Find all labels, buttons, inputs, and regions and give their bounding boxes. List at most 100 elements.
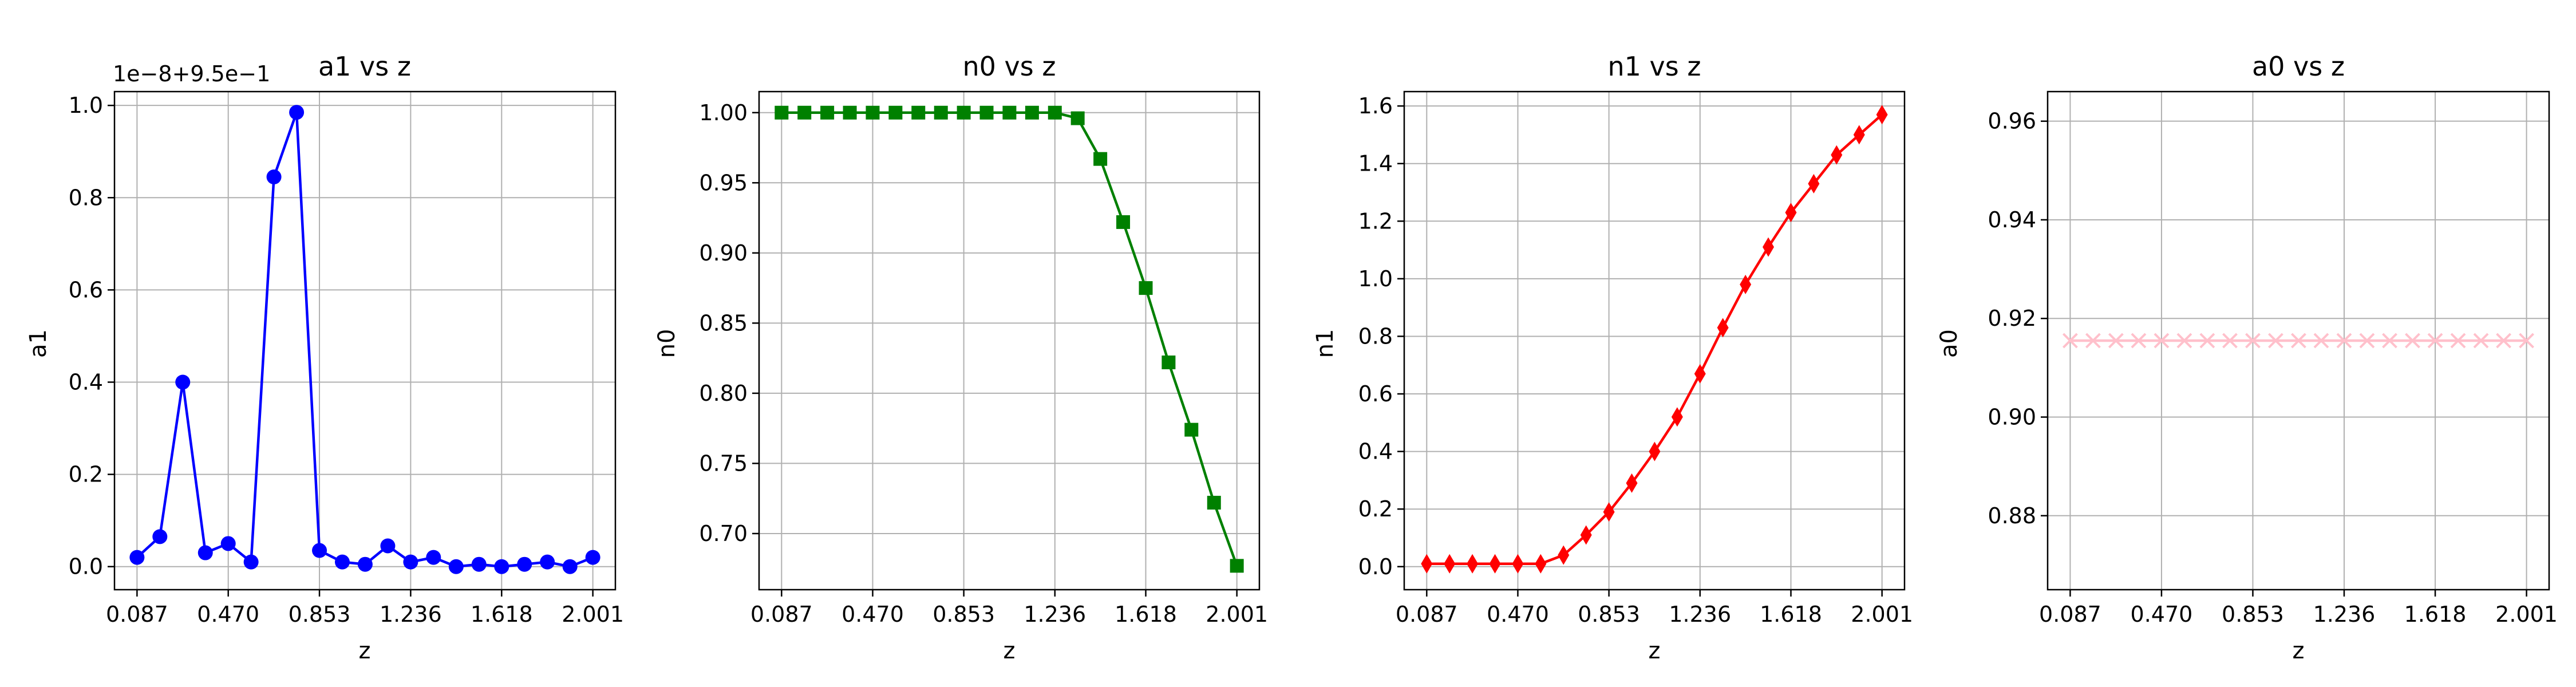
x-tick-label: 0.470 — [841, 602, 904, 627]
y-tick-label: 0.8 — [1358, 323, 1393, 349]
data-point — [2131, 333, 2147, 349]
data-point — [2085, 333, 2101, 349]
data-point — [1025, 105, 1039, 120]
y-tick-label: 1.00 — [699, 100, 748, 125]
data-point — [2063, 333, 2078, 349]
data-point — [380, 538, 396, 554]
y-tick-label: 1.0 — [69, 93, 103, 118]
data-point — [426, 550, 441, 565]
y-tick-label: 0.6 — [69, 277, 103, 302]
data-point — [1070, 111, 1085, 125]
data-points — [775, 105, 1244, 573]
gridlines — [114, 92, 615, 590]
data-point — [843, 105, 857, 120]
x-tick-label: 0.853 — [2222, 602, 2284, 627]
data-point — [1421, 554, 1433, 574]
data-point — [312, 543, 327, 558]
data-point — [494, 559, 509, 574]
data-point — [888, 105, 903, 120]
y-tick-label: 0.94 — [1988, 207, 2036, 232]
x-tick-label: 2.001 — [1206, 602, 1268, 627]
y-tick-label: 0.8 — [69, 185, 103, 210]
y-tick-label: 0.92 — [1988, 306, 2036, 331]
data-points — [2063, 333, 2534, 349]
data-point — [197, 545, 213, 560]
data-point — [266, 169, 282, 185]
x-tick-label: 2.001 — [1851, 602, 1913, 627]
data-point — [403, 554, 418, 570]
x-tick-label: 1.618 — [1760, 602, 1822, 627]
y-axis-ticks: 0.88 0.90 0.92 0.94 0.96 — [1988, 109, 2048, 528]
data-point — [1717, 318, 1729, 338]
data-point — [2405, 333, 2420, 349]
chart-title: n0 vs z — [963, 51, 1056, 82]
data-point — [820, 105, 835, 120]
y-axis-ticks: 0.0 0.2 0.4 0.6 0.8 1.0 1.2 1.4 1.6 — [1358, 93, 1404, 579]
data-point — [2450, 333, 2466, 349]
x-tick-label: 1.236 — [1024, 602, 1086, 627]
axes-frame — [2046, 90, 2550, 591]
chart-title: a0 vs z — [2252, 51, 2345, 82]
data-point — [448, 559, 464, 574]
x-tick-label: 0.853 — [933, 602, 995, 627]
data-point — [1740, 274, 1752, 294]
x-tick-label: 0.087 — [2039, 602, 2101, 627]
y-axis-label: a1 — [25, 329, 52, 358]
data-point — [540, 554, 555, 570]
axes-frame — [1403, 90, 1906, 591]
y-tick-label: 0.90 — [1988, 405, 2036, 430]
data-point — [585, 550, 600, 565]
data-point — [1808, 173, 1820, 194]
x-tick-label: 1.618 — [1115, 602, 1177, 627]
data-point — [2473, 333, 2489, 349]
data-point — [1603, 502, 1615, 522]
y-tick-label: 0.0 — [1358, 554, 1393, 579]
data-point — [1785, 203, 1797, 223]
data-point — [1558, 545, 1570, 565]
y-tick-label: 0.4 — [69, 370, 103, 395]
x-tick-label: 1.236 — [1669, 602, 1731, 627]
data-point — [866, 105, 880, 120]
data-point — [1048, 105, 1062, 120]
y-axis-ticks: 0.0 0.2 0.4 0.6 0.8 1.0 — [69, 93, 114, 579]
y-tick-label: 0.88 — [1988, 503, 2036, 528]
y-tick-label: 0.2 — [69, 462, 103, 487]
data-point — [1184, 423, 1199, 437]
y-tick-label: 0.90 — [699, 240, 748, 266]
x-tick-label: 0.853 — [1578, 602, 1640, 627]
data-point — [1139, 281, 1153, 295]
x-tick-label: 1.618 — [2404, 602, 2467, 627]
x-tick-label: 0.470 — [2131, 602, 2193, 627]
x-axis-ticks: 0.087 0.470 0.853 1.236 1.618 2.001 — [1396, 590, 1913, 627]
gridlines — [1404, 92, 1905, 590]
data-point — [1694, 364, 1706, 384]
data-point — [357, 556, 373, 572]
data-point — [934, 105, 948, 120]
offset-label: 1e−8+9.5e−1 — [113, 61, 270, 86]
y-tick-label: 1.6 — [1358, 93, 1393, 119]
axes-frame — [113, 90, 617, 591]
y-axis-label: a0 — [1936, 329, 1962, 358]
gridlines — [2048, 92, 2549, 590]
data-point — [797, 105, 812, 120]
x-tick-label: 2.001 — [2495, 602, 2558, 627]
data-point — [1093, 152, 1108, 166]
data-point — [562, 559, 578, 574]
data-point — [1580, 525, 1592, 545]
y-tick-label: 1.0 — [1358, 266, 1393, 291]
y-axis-ticks: 0.70 0.75 0.80 0.85 0.90 0.95 1.00 — [699, 100, 759, 546]
data-point — [2222, 333, 2238, 349]
data-point — [2519, 333, 2534, 349]
y-tick-label: 0.75 — [699, 451, 748, 476]
data-point — [1831, 145, 1843, 165]
data-point — [2382, 333, 2397, 349]
data-point — [2427, 333, 2443, 349]
data-point — [2176, 333, 2192, 349]
gridlines — [759, 92, 1259, 590]
data-point — [2154, 333, 2170, 349]
subplot-n1: n1 vs z z n1 0.087 0.470 0.853 1.236 1.618 2.… — [1312, 51, 1913, 664]
data-point — [1230, 559, 1244, 573]
data-point — [1207, 496, 1221, 510]
